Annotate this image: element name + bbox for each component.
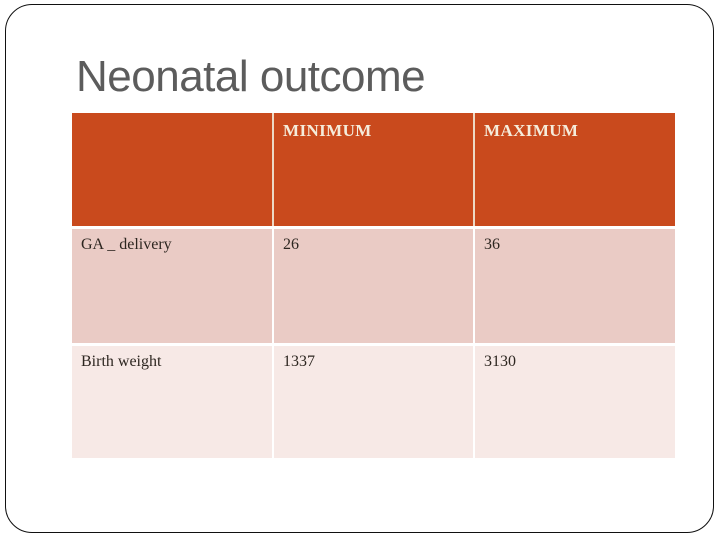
neonatal-outcome-table: MINIMUM MAXIMUM GA _ delivery 26 36 Birt… <box>72 113 675 458</box>
table-cell-ga-delivery-maximum: 36 <box>473 229 675 343</box>
table-cell-birth-weight-maximum: 3130 <box>473 346 675 458</box>
table-row-label-birth-weight: Birth weight <box>72 346 272 458</box>
slide-title: Neonatal outcome <box>76 52 426 101</box>
slide-border <box>5 4 714 533</box>
table-cell-birth-weight-minimum: 1337 <box>272 346 473 458</box>
table-cell-ga-delivery-minimum: 26 <box>272 229 473 343</box>
table-header-minimum: MINIMUM <box>272 113 473 226</box>
table-row-label-ga-delivery: GA _ delivery <box>72 229 272 343</box>
table-header-maximum: MAXIMUM <box>473 113 675 226</box>
table-header-empty <box>72 113 272 226</box>
